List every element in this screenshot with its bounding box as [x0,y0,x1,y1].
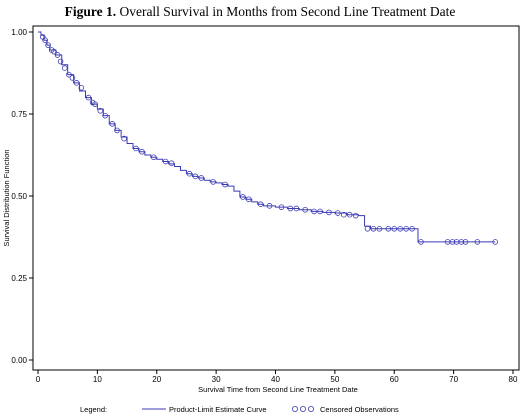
censored-marker [186,170,193,177]
censored-marker [42,37,48,43]
censored-marker [245,196,252,203]
censored-marker [97,107,104,114]
x-tick-label: 10 [93,375,102,384]
plot-frame [32,25,520,371]
censored-marker [376,226,383,232]
x-tick-label: 70 [449,375,458,384]
censored-marker [462,239,469,245]
censored-marker [57,58,64,65]
y-tick-label: 0.00 [11,356,27,365]
censored-marker [61,65,68,71]
censored-marker [458,239,465,245]
censored-marker [192,173,199,180]
x-axis-label: Survival Time from Second Line Treatment… [198,385,358,394]
censored-marker [302,206,308,213]
censored-marker [85,94,92,101]
censored-marker [150,154,157,161]
y-axis: 0.00 0.25 0.50 0.75 1.00 [11,28,33,365]
censored-marker [139,148,145,155]
censored-marker [102,112,108,119]
y-tick-label: 1.00 [11,28,27,37]
censored-marker [385,226,392,232]
censored-marker [364,226,371,232]
censored-marker [114,127,120,134]
censored-marker [492,239,498,245]
censored-marker [311,208,317,215]
y-tick-label: 0.50 [11,192,27,201]
censored-marker [92,101,98,107]
censored-marker [78,84,85,91]
censored-marker [418,239,424,245]
legend-censored-marker [291,405,298,412]
censored-marker [409,226,415,232]
censored-marker [352,212,359,219]
censored-marker [293,205,300,212]
legend-censored-marker [299,405,306,412]
censored-marker [45,42,51,48]
censored-marker [474,239,481,245]
censored-marker [278,204,285,210]
censored-marker [51,48,57,55]
censored-marker [162,158,169,165]
survival-curve [38,31,496,243]
x-axis: 0 10 20 30 40 50 60 70 80 [36,370,518,384]
x-tick-label: 0 [36,375,41,384]
legend: Legend: Product-Limit Estimate Curve Cen… [80,405,399,414]
x-tick-label: 50 [330,375,339,384]
censored-marker [449,239,456,245]
censored-marker [240,194,246,200]
censored-marker [397,226,403,232]
censored-marker [54,52,61,58]
legend-title: Legend: [80,405,107,414]
censored-marker [69,75,76,81]
legend-entry-censored: Censored Observations [320,405,399,414]
x-tick-label: 80 [509,375,518,384]
x-tick-label: 20 [152,375,161,384]
censored-marker [370,226,377,232]
censored-marker [287,205,294,212]
censored-marker [317,208,323,215]
censored-marker [210,179,216,185]
censored-marker [326,209,332,216]
x-tick-label: 40 [271,375,280,384]
censored-marker [222,181,228,188]
x-tick-label: 60 [390,375,399,384]
censored-marker [403,226,409,232]
censored-marker [391,226,398,232]
censored-marker [198,175,205,181]
y-tick-label: 0.75 [11,110,27,119]
censored-marker [121,135,127,142]
y-axis-label: Survival Distribution Function [2,149,11,246]
series-layer [38,31,498,245]
figure-title-text: Overall Survival in Months from Second L… [116,4,456,19]
censored-marker [346,211,353,218]
censored-marker [66,71,72,78]
censored-marker [340,211,347,218]
x-tick-label: 30 [212,375,221,384]
y-tick-label: 0.25 [11,274,27,283]
censored-marker [73,80,80,86]
censored-marker [257,201,264,208]
legend-censored-marker [307,405,314,412]
censored-marker [168,160,175,167]
censored-marker [335,210,341,216]
legend-entry-curve: Product-Limit Estimate Curve [169,405,267,414]
figure-title: Figure 1. Overall Survival in Months fro… [0,4,520,20]
figure-title-number: Figure 1. [64,4,117,19]
censored-marker [133,145,139,152]
censored-marker [109,121,116,127]
censored-marker [266,203,273,209]
